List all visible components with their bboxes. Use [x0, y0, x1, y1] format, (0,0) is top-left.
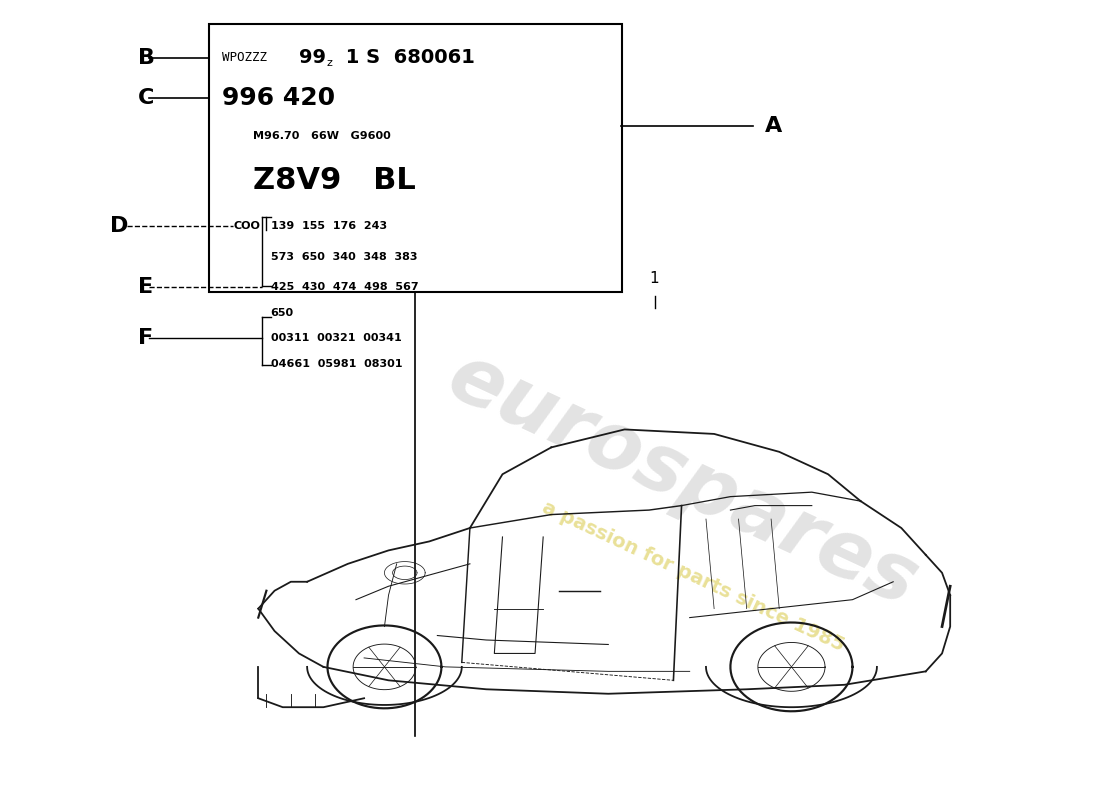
Text: 99: 99: [299, 48, 327, 67]
Text: 996 420: 996 420: [222, 86, 336, 110]
Bar: [209, 24, 622, 292]
Text: eurospares: eurospares: [434, 337, 930, 623]
Text: 00311  00321  00341: 00311 00321 00341: [271, 334, 402, 343]
Text: 1 S  680061: 1 S 680061: [339, 48, 475, 67]
Text: 650: 650: [271, 308, 294, 318]
Text: a passion for parts since 1985: a passion for parts since 1985: [539, 498, 847, 654]
Text: 573  650  340  348  383: 573 650 340 348 383: [271, 252, 417, 262]
Text: C: C: [138, 88, 154, 108]
Text: Z8V9   BL: Z8V9 BL: [253, 166, 416, 194]
Text: A: A: [764, 116, 782, 136]
Text: F: F: [138, 329, 153, 349]
Text: WPOZZZ: WPOZZZ: [222, 51, 275, 64]
Text: 04661  05981  08301: 04661 05981 08301: [271, 359, 403, 369]
Text: 139  155  176  243: 139 155 176 243: [271, 222, 387, 231]
Text: M96.70   66W   G9600: M96.70 66W G9600: [253, 131, 390, 141]
Text: COO: COO: [233, 222, 260, 231]
Text: 425  430  474  498  567: 425 430 474 498 567: [271, 282, 418, 292]
Text: B: B: [138, 48, 154, 68]
Text: z: z: [327, 58, 332, 68]
Text: E: E: [138, 278, 153, 298]
Text: D: D: [110, 217, 129, 237]
Text: 1: 1: [650, 270, 659, 286]
